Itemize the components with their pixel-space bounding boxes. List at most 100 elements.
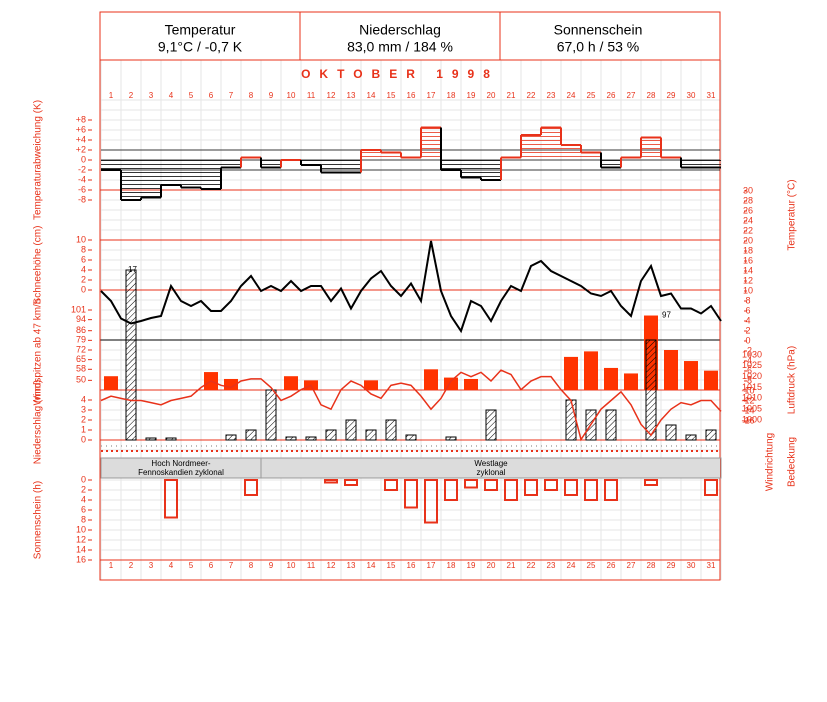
precipitation-bar bbox=[365, 429, 377, 441]
day-label: 6 bbox=[209, 91, 214, 100]
y-tick-label: -10 bbox=[741, 385, 754, 395]
day-label: 22 bbox=[527, 91, 536, 100]
y-tick-label: -14 bbox=[741, 405, 754, 415]
header-value: 9,1°C / -0,7 K bbox=[158, 39, 243, 55]
y-tick-label: 16 bbox=[76, 554, 86, 564]
y-tick-label: 94 bbox=[76, 314, 86, 324]
y-tick-label: 10 bbox=[76, 234, 86, 244]
day-label: 17 bbox=[427, 561, 436, 570]
y-tick-label: 24 bbox=[743, 215, 753, 225]
precipitation-bar bbox=[705, 429, 717, 441]
y-tick-label: 10 bbox=[743, 285, 753, 295]
axis-label: Windspitzen ab 47 km/h bbox=[33, 299, 44, 406]
sunshine-bar bbox=[244, 479, 258, 496]
y-tick-label: 14 bbox=[743, 265, 753, 275]
precipitation-bar bbox=[445, 436, 457, 441]
day-label: 16 bbox=[407, 91, 416, 100]
day-label: 14 bbox=[367, 91, 376, 100]
pressure-line bbox=[100, 369, 722, 442]
day-label: 21 bbox=[507, 91, 516, 100]
day-label: 9 bbox=[269, 91, 274, 100]
precipitation-bar bbox=[325, 429, 337, 441]
wind-bar bbox=[704, 370, 718, 390]
precipitation-bar bbox=[245, 429, 257, 441]
day-label: 13 bbox=[347, 91, 356, 100]
day-label: 23 bbox=[547, 91, 556, 100]
day-label: 5 bbox=[189, 561, 194, 570]
day-label: 27 bbox=[627, 561, 636, 570]
day-label: 11 bbox=[307, 561, 316, 570]
wind-bar bbox=[424, 369, 438, 390]
day-label: 19 bbox=[467, 561, 476, 570]
wind-bar bbox=[564, 356, 578, 390]
y-tick-label: 26 bbox=[743, 205, 753, 215]
deviation-bar bbox=[441, 160, 461, 170]
y-tick-label: -4 bbox=[78, 174, 86, 184]
day-label: 12 bbox=[327, 91, 336, 100]
y-tick-label: 1015 bbox=[742, 382, 762, 392]
y-tick-label: 1030 bbox=[742, 349, 762, 359]
y-tick-label: +6 bbox=[76, 124, 86, 134]
y-tick-label: 2 bbox=[81, 274, 86, 284]
day-label: 1 bbox=[109, 561, 114, 570]
day-label: 3 bbox=[149, 91, 154, 100]
day-label: 18 bbox=[447, 91, 456, 100]
precipitation-data-label: 17 bbox=[128, 265, 137, 274]
precipitation-bar bbox=[645, 339, 657, 441]
y-tick-label: 8 bbox=[81, 514, 86, 524]
axis-label: Temperatur (°C) bbox=[787, 179, 798, 250]
wind-bar bbox=[284, 376, 298, 390]
day-label: 18 bbox=[447, 561, 456, 570]
y-tick-label: 4 bbox=[81, 494, 86, 504]
day-label: 27 bbox=[627, 91, 636, 100]
day-label: 2 bbox=[129, 561, 134, 570]
day-label: 26 bbox=[607, 561, 616, 570]
deviation-bar bbox=[521, 135, 541, 160]
y-tick-label: 1020 bbox=[742, 371, 762, 381]
day-label: 7 bbox=[229, 91, 234, 100]
y-tick-label: 4 bbox=[81, 394, 86, 404]
deviation-bar bbox=[201, 160, 221, 189]
sunshine-bar bbox=[344, 479, 358, 486]
y-tick-label: 8 bbox=[745, 295, 750, 305]
day-label: 16 bbox=[407, 561, 416, 570]
day-label: 25 bbox=[587, 91, 596, 100]
deviation-bar bbox=[241, 157, 261, 160]
deviation-bar bbox=[401, 157, 421, 160]
day-label: 28 bbox=[647, 91, 656, 100]
precipitation-bar bbox=[565, 399, 577, 441]
day-label: 24 bbox=[567, 91, 576, 100]
day-label: 4 bbox=[169, 91, 174, 100]
axis-label: Niederschlag (mm) bbox=[33, 380, 44, 464]
y-tick-label: 8 bbox=[81, 244, 86, 254]
y-tick-label: 2 bbox=[745, 325, 750, 335]
day-label: 2 bbox=[129, 91, 134, 100]
wind-data-label: 97 bbox=[662, 311, 671, 320]
y-tick-label: 58 bbox=[76, 364, 86, 374]
y-tick-label: +8 bbox=[76, 114, 86, 124]
y-tick-label: 1025 bbox=[742, 360, 762, 370]
day-label: 13 bbox=[347, 561, 356, 570]
sunshine-bar bbox=[384, 479, 398, 491]
day-label: 8 bbox=[249, 91, 254, 100]
header-title: Temperatur bbox=[165, 22, 236, 38]
wind-bar bbox=[364, 380, 378, 390]
precipitation-bar bbox=[125, 269, 137, 441]
day-label: 1 bbox=[109, 91, 114, 100]
deviation-bar bbox=[381, 152, 401, 160]
deviation-bar bbox=[141, 160, 161, 198]
day-label: 6 bbox=[209, 561, 214, 570]
regime-label: zyklonal bbox=[477, 468, 506, 477]
day-label: 23 bbox=[547, 561, 556, 570]
sunshine-bar bbox=[704, 479, 718, 496]
deviation-bar bbox=[461, 160, 481, 178]
day-label: 21 bbox=[507, 561, 516, 570]
deviation-bar bbox=[301, 160, 321, 165]
y-tick-label: -6 bbox=[78, 184, 86, 194]
day-label: 12 bbox=[327, 561, 336, 570]
y-tick-label: 2 bbox=[81, 484, 86, 494]
day-label: 31 bbox=[707, 561, 716, 570]
day-label: 3 bbox=[149, 561, 154, 570]
deviation-bar bbox=[321, 160, 341, 173]
